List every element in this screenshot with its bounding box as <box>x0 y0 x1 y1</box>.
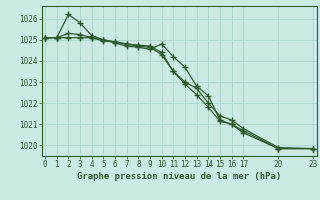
X-axis label: Graphe pression niveau de la mer (hPa): Graphe pression niveau de la mer (hPa) <box>77 172 281 181</box>
